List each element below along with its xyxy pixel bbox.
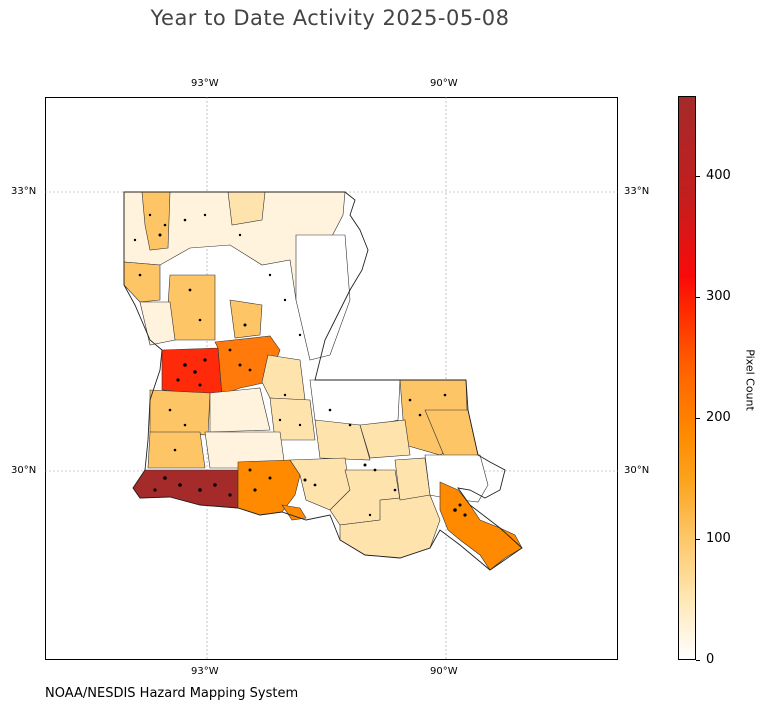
source-credit: NOAA/NESDIS Hazard Mapping System [45,686,299,701]
colorbar [678,96,696,660]
colorbar-tick [696,176,700,177]
colorbar-tick [696,297,700,298]
lon-label-bottom-93w: 93°W [191,666,219,677]
chart-title: Year to Date Activity 2025-05-08 [150,6,510,30]
colorbar-label-400: 400 [706,168,731,183]
lat-label-right-33n: 33°N [624,186,650,197]
colorbar-label-0: 0 [706,652,715,667]
parishes [123,191,523,571]
colorbar-tick [696,660,700,661]
lat-label-left-33n: 33°N [11,186,37,197]
state-outline [123,191,523,571]
graticule [45,97,618,660]
fire-detections [133,213,467,517]
lat-label-left-30n: 30°N [11,465,37,476]
colorbar-tick [696,418,700,419]
lon-label-top-90w: 90°W [430,78,458,89]
colorbar-label-100: 100 [706,531,731,546]
colorbar-label-300: 300 [706,289,731,304]
colorbar-title: Pixel Count [743,349,757,411]
map-frame[interactable] [45,97,618,660]
lon-label-bottom-90w: 90°W [430,666,458,677]
colorbar-tick [696,539,700,540]
lat-label-right-30n: 30°N [624,465,650,476]
lon-label-top-93w: 93°W [191,78,219,89]
colorbar-label-200: 200 [706,410,731,425]
